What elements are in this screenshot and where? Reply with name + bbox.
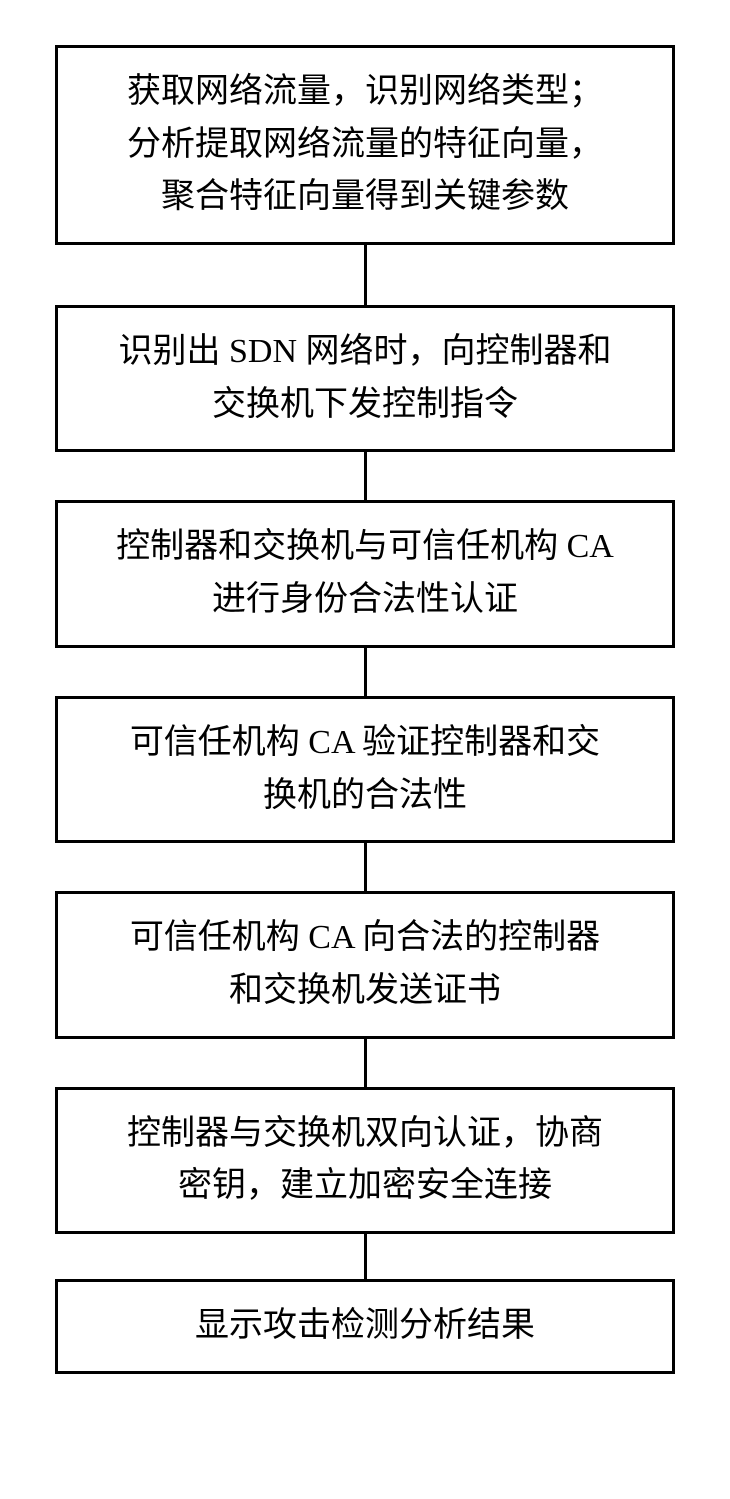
flowchart-node-step6: 控制器与交换机双向认证，协商 密钥，建立加密安全连接 — [55, 1087, 675, 1234]
node-text: 控制器和交换机与可信任机构 CA 进行身份合法性认证 — [116, 521, 614, 626]
node-text: 控制器与交换机双向认证，协商 密钥，建立加密安全连接 — [127, 1108, 603, 1213]
flowchart-connector — [364, 648, 367, 696]
flowchart-node-step4: 可信任机构 CA 验证控制器和交 换机的合法性 — [55, 696, 675, 843]
node-text: 识别出 SDN 网络时，向控制器和 交换机下发控制指令 — [118, 326, 611, 431]
flowchart-connector — [364, 1039, 367, 1087]
flowchart-node-step5: 可信任机构 CA 向合法的控制器 和交换机发送证书 — [55, 891, 675, 1038]
flowchart-node-step2: 识别出 SDN 网络时，向控制器和 交换机下发控制指令 — [55, 305, 675, 452]
flowchart-node-step7: 显示攻击检测分析结果 — [55, 1279, 675, 1374]
flowchart-node-step1: 获取网络流量，识别网络类型； 分析提取网络流量的特征向量， 聚合特征向量得到关键… — [55, 45, 675, 245]
flowchart-container: 获取网络流量，识别网络类型； 分析提取网络流量的特征向量， 聚合特征向量得到关键… — [55, 45, 675, 1374]
flowchart-connector — [364, 452, 367, 500]
node-text: 可信任机构 CA 验证控制器和交 换机的合法性 — [130, 717, 600, 822]
node-text: 可信任机构 CA 向合法的控制器 和交换机发送证书 — [130, 912, 600, 1017]
node-text: 获取网络流量，识别网络类型； 分析提取网络流量的特征向量， 聚合特征向量得到关键… — [127, 66, 603, 224]
flowchart-connector — [364, 245, 367, 305]
flowchart-node-step3: 控制器和交换机与可信任机构 CA 进行身份合法性认证 — [55, 500, 675, 647]
node-text: 显示攻击检测分析结果 — [195, 1300, 535, 1353]
flowchart-connector — [364, 1234, 367, 1279]
flowchart-connector — [364, 843, 367, 891]
